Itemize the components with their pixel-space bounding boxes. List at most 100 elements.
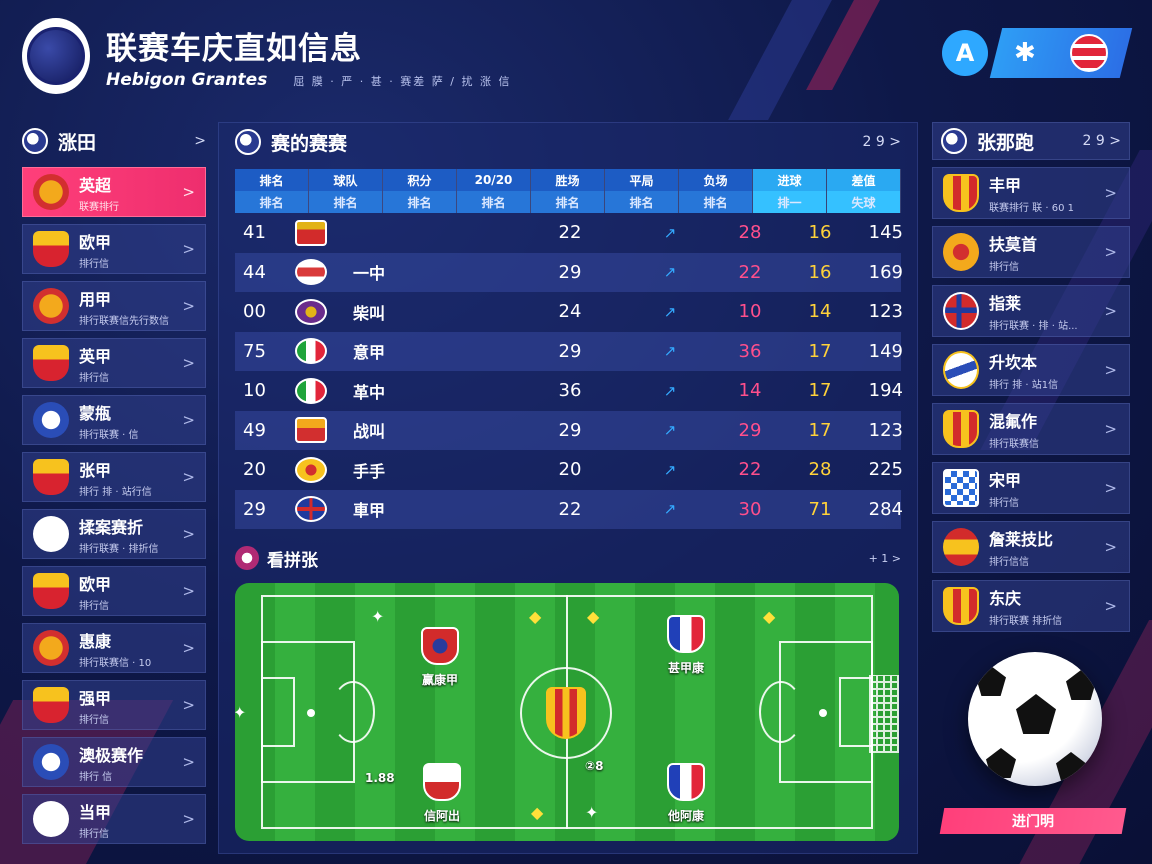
trend-icon: ↗ bbox=[663, 460, 677, 479]
wins: 30 bbox=[738, 498, 762, 520]
column-header[interactable]: 负场 排名 bbox=[679, 169, 753, 213]
pagination[interactable]: 2 9 > bbox=[862, 134, 901, 150]
table-row[interactable]: 10 革中 36 ↗ 14 17 194 bbox=[235, 371, 903, 411]
team-crest-icon bbox=[33, 744, 69, 780]
team-crest-icon bbox=[943, 174, 979, 212]
chevron-right-icon: > bbox=[182, 411, 195, 429]
league-item[interactable]: 英超 联赛排行 > bbox=[22, 167, 206, 217]
league-item[interactable]: 扶莫首 排行信 > bbox=[932, 226, 1130, 278]
table-row[interactable]: 44 一中 29 ↗ 22 16 169 bbox=[235, 252, 903, 292]
league-name: 升坎本 bbox=[989, 353, 1038, 372]
league-item[interactable]: 混氟作 排行联赛信 > bbox=[932, 403, 1130, 455]
league-sub: 排行信 bbox=[79, 258, 109, 270]
total: 194 bbox=[868, 380, 903, 402]
league-name: 东庆 bbox=[989, 589, 1022, 608]
globe-logo-icon[interactable] bbox=[22, 18, 90, 94]
league-item[interactable]: 欧甲 排行信 > bbox=[22, 566, 206, 616]
league-sub: 排行信 bbox=[79, 828, 109, 840]
pitch-label: ②8 bbox=[585, 759, 604, 773]
player-marker[interactable]: 赢康甲 bbox=[421, 627, 459, 688]
pagination[interactable]: 2 9 > bbox=[1082, 133, 1121, 149]
team-crest-icon bbox=[423, 763, 461, 801]
team-crest-icon bbox=[33, 345, 69, 381]
league-sub: 排行信信 bbox=[989, 557, 1029, 568]
ball-icon bbox=[235, 129, 261, 155]
league-item[interactable]: 用甲 排行联赛信先行数信 > bbox=[22, 281, 206, 331]
league-item[interactable]: 英甲 排行信 > bbox=[22, 338, 206, 388]
team-crest-icon bbox=[943, 587, 979, 625]
table-row[interactable]: 41 22 ↗ 28 16 145 bbox=[235, 213, 903, 253]
team-flag-icon bbox=[295, 456, 327, 483]
league-item[interactable]: 欧甲 排行信 > bbox=[22, 224, 206, 274]
league-name: 蒙甁 bbox=[79, 403, 112, 423]
league-item[interactable]: 詹莱技比 排行信信 > bbox=[932, 521, 1130, 573]
league-item[interactable]: 宋甲 排行信 > bbox=[932, 462, 1130, 514]
team-name: 車甲 bbox=[353, 501, 386, 521]
chevron-right-icon: > bbox=[182, 639, 195, 657]
column-header[interactable]: 球队 排名 bbox=[309, 169, 383, 213]
table-row[interactable]: 00 柴叫 24 ↗ 10 14 123 bbox=[235, 292, 903, 332]
enter-button[interactable]: 进门明 bbox=[939, 808, 1127, 834]
team-name: 柴叫 bbox=[353, 303, 386, 323]
league-sub: 排行信 bbox=[989, 498, 1019, 509]
team-crest-icon bbox=[943, 528, 979, 566]
flag-icon bbox=[1070, 34, 1109, 72]
league-item[interactable]: 张甲 排行 排 · 站行信 > bbox=[22, 452, 206, 502]
team-crest-icon bbox=[943, 410, 979, 448]
team-crest-icon bbox=[667, 615, 705, 653]
table-row[interactable]: 20 手手 20 ↗ 22 28 225 bbox=[235, 450, 903, 490]
league-item[interactable]: 惠康 排行联赛信 · 10 > bbox=[22, 623, 206, 673]
table-row[interactable]: 75 意甲 29 ↗ 36 17 149 bbox=[235, 331, 903, 371]
column-header[interactable]: 平局 排名 bbox=[605, 169, 679, 213]
team-flag-icon bbox=[295, 219, 327, 246]
chevron-right-icon[interactable]: > bbox=[194, 133, 206, 149]
star-marker-icon: ✦ bbox=[585, 803, 599, 822]
column-header[interactable]: 20/20 排名 bbox=[457, 169, 531, 213]
table-row[interactable]: 49 战叫 29 ↗ 29 17 123 bbox=[235, 410, 903, 450]
league-sub: 排行信 bbox=[989, 262, 1019, 273]
league-item[interactable]: 当甲 排行信 > bbox=[22, 794, 206, 844]
league-sub: 排行联赛信 · 10 bbox=[79, 657, 152, 669]
team-name: 一中 bbox=[353, 264, 386, 284]
team-crest-icon bbox=[33, 459, 69, 495]
league-item[interactable]: 东庆 排行联赛 排折信 > bbox=[932, 580, 1130, 632]
column-header[interactable]: 排名 排名 bbox=[235, 169, 309, 213]
player-marker[interactable]: 信阿出 bbox=[423, 763, 461, 824]
played: 36 bbox=[558, 380, 582, 402]
wins: 22 bbox=[738, 261, 762, 283]
league-item[interactable]: 澳极赛作 排行 信 > bbox=[22, 737, 206, 787]
column-header[interactable]: 积分 排名 bbox=[383, 169, 457, 213]
league-sub: 排行 排 · 站行信 bbox=[79, 486, 152, 498]
pitch-pagination[interactable]: + 1 > bbox=[868, 551, 901, 565]
team-flag-icon bbox=[295, 496, 327, 523]
player-marker[interactable]: 他阿康 bbox=[667, 763, 705, 824]
app-a-icon[interactable]: A bbox=[942, 30, 988, 76]
rank: 75 bbox=[243, 340, 266, 362]
column-header[interactable]: 进球 排一 bbox=[753, 169, 827, 213]
column-header[interactable]: 胜场 排名 bbox=[531, 169, 605, 213]
chevron-right-icon: > bbox=[182, 297, 195, 315]
draws: 17 bbox=[808, 380, 832, 402]
player-marker[interactable]: 甚甲康 bbox=[667, 615, 705, 676]
table-row[interactable]: 29 車甲 22 ↗ 30 71 284 bbox=[235, 489, 903, 529]
chevron-right-icon: > bbox=[182, 468, 195, 486]
league-item[interactable]: 揉案赛折 排行联赛 · 排折信 > bbox=[22, 509, 206, 559]
league-item[interactable]: 指莱 排行联赛 · 排 · 站... > bbox=[932, 285, 1130, 337]
draws: 14 bbox=[808, 301, 832, 323]
total: 284 bbox=[868, 498, 903, 520]
league-item[interactable]: 升坎本 排行 排 · 站1信 > bbox=[932, 344, 1130, 396]
right-panel-header: 张那跑 2 9 > bbox=[932, 122, 1130, 160]
league-name: 英超 bbox=[79, 175, 112, 195]
top-tab[interactable]: ✱ bbox=[989, 28, 1133, 78]
league-item[interactable]: 蒙甁 排行联赛 · 信 > bbox=[22, 395, 206, 445]
total: 145 bbox=[868, 222, 903, 244]
team-flag-icon bbox=[295, 338, 327, 365]
team-crest-icon bbox=[33, 231, 69, 267]
league-item[interactable]: 丰甲 联赛排行 联 · 60 1 > bbox=[932, 167, 1130, 219]
team-crest-icon bbox=[943, 233, 979, 271]
team-flag-icon bbox=[295, 259, 327, 286]
league-item[interactable]: 强甲 排行信 > bbox=[22, 680, 206, 730]
column-header[interactable]: 差值 失球 bbox=[827, 169, 901, 213]
rank: 41 bbox=[243, 222, 266, 244]
total: 225 bbox=[868, 459, 903, 481]
